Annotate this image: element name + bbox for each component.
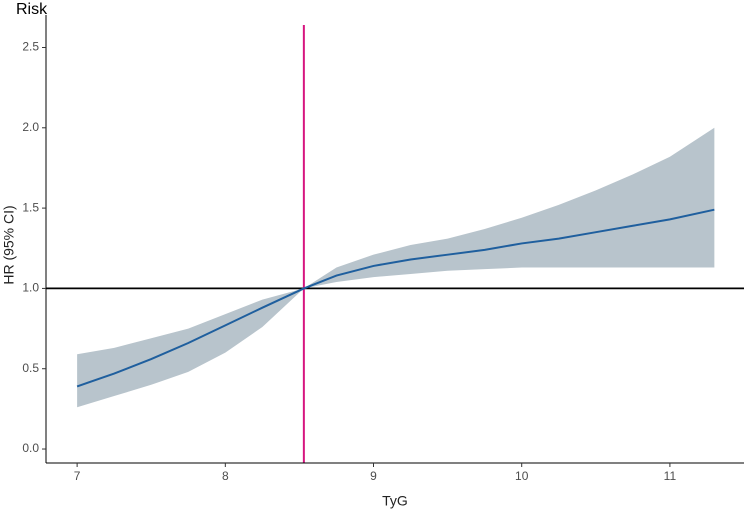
x-tick-label: 8 — [222, 469, 229, 483]
chart-title: Risk — [16, 1, 48, 18]
hr-line — [76, 208, 715, 388]
x-tick-label: 11 — [664, 469, 677, 483]
y-tick-label: 0.5 — [22, 361, 39, 375]
y-tick-label: 1.0 — [22, 281, 39, 295]
x-tick-label: 7 — [74, 469, 81, 483]
x-axis-label: TyG — [382, 493, 408, 509]
x-tick-label: 9 — [370, 469, 377, 483]
y-tick-label: 1.5 — [22, 200, 39, 214]
x-tick-label: 10 — [515, 469, 529, 483]
y-tick-label: 2.5 — [22, 40, 39, 54]
y-tick-label: 2.0 — [22, 120, 39, 134]
confidence-band — [77, 127, 715, 408]
y-tick-label: 0.0 — [22, 441, 39, 455]
y-axis-label: HR (95% CI) — [1, 205, 17, 284]
